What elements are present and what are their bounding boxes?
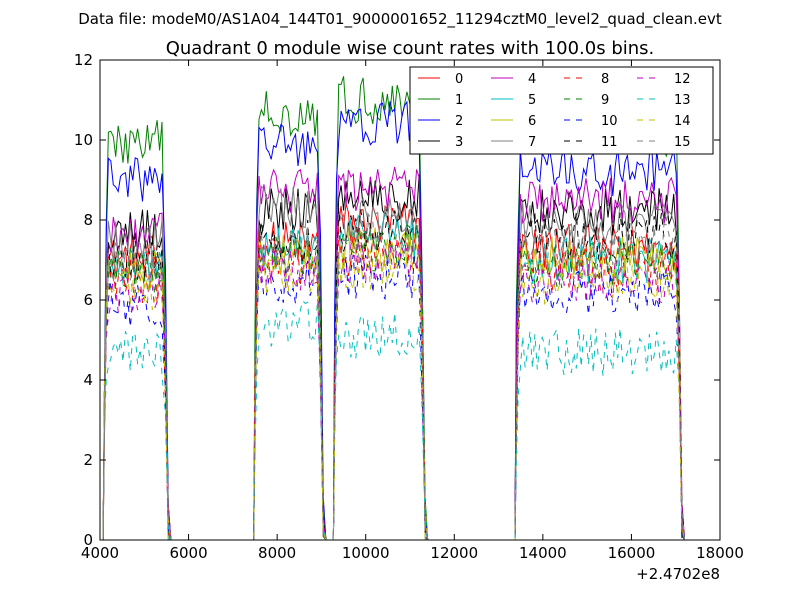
x-tick-label: 18000 xyxy=(696,544,744,562)
series-line-12 xyxy=(102,238,686,540)
x-tick-label: 8000 xyxy=(258,544,296,562)
y-tick-label: 2 xyxy=(83,451,93,469)
series-layer xyxy=(102,76,686,540)
y-tick-label: 6 xyxy=(83,291,93,309)
legend-box xyxy=(409,66,714,155)
series-line-4 xyxy=(102,166,686,540)
y-tick-label: 8 xyxy=(83,211,93,229)
legend-label-6: 6 xyxy=(528,114,536,129)
x-tick-label: 12000 xyxy=(430,544,478,562)
series-line-15 xyxy=(102,212,686,540)
series-line-13 xyxy=(102,299,686,540)
legend-label-2: 2 xyxy=(455,114,463,129)
series-line-6 xyxy=(102,226,686,540)
x-tick-label: 6000 xyxy=(169,544,207,562)
series-line-10 xyxy=(102,252,685,540)
x-tick-label: 16000 xyxy=(608,544,656,562)
legend-label-4: 4 xyxy=(528,72,536,87)
y-tick-label: 12 xyxy=(74,51,93,69)
legend-label-1: 1 xyxy=(455,93,463,108)
chart-suptitle: Data file: modeM0/AS1A04_144T01_90000016… xyxy=(78,10,722,29)
legend-label-3: 3 xyxy=(455,135,463,150)
y-tick-label: 4 xyxy=(83,371,93,389)
legend-label-11: 11 xyxy=(601,135,618,150)
chart-title: Quadrant 0 module wise count rates with … xyxy=(166,38,655,59)
x-tick-label: 10000 xyxy=(342,544,390,562)
legend-label-12: 12 xyxy=(674,72,691,87)
series-line-9 xyxy=(102,224,686,540)
legend-label-13: 13 xyxy=(674,93,691,108)
x-axis: 4000 6000 8000 10000 12000 14000 16000 18000 xyxy=(81,60,744,562)
legend-label-7: 7 xyxy=(528,135,536,150)
y-tick-label: 0 xyxy=(83,531,93,549)
legend-label-15: 15 xyxy=(674,135,691,150)
legend-label-14: 14 xyxy=(674,114,691,129)
legend-label-10: 10 xyxy=(601,114,618,129)
legend-label-0: 0 xyxy=(455,72,463,87)
x-tick-label: 14000 xyxy=(519,544,567,562)
y-tick-label: 10 xyxy=(74,131,93,149)
series-line-11 xyxy=(102,208,686,540)
legend-label-9: 9 xyxy=(601,93,609,108)
x-tick-label: 4000 xyxy=(81,544,119,562)
legend-label-5: 5 xyxy=(528,93,536,108)
legend-label-8: 8 xyxy=(601,72,609,87)
x-axis-offset-label: +2.4702e8 xyxy=(636,565,720,583)
